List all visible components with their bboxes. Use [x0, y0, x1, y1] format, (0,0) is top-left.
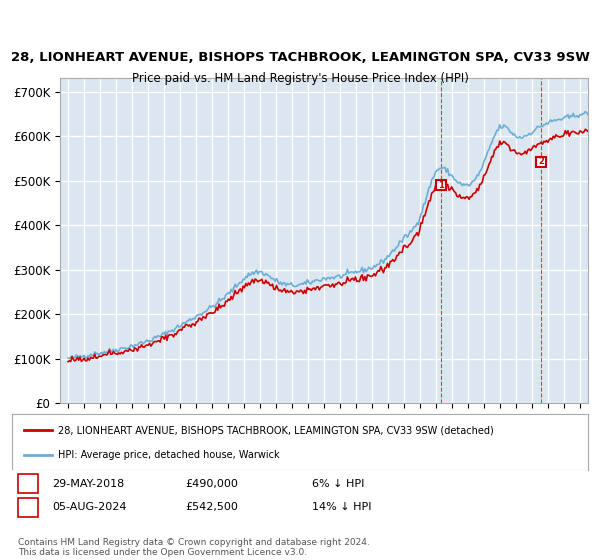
- Text: 05-AUG-2024: 05-AUG-2024: [52, 502, 127, 512]
- Text: 28, LIONHEART AVENUE, BISHOPS TACHBROOK, LEAMINGTON SPA, CV33 9SW: 28, LIONHEART AVENUE, BISHOPS TACHBROOK,…: [11, 52, 589, 64]
- Text: 2: 2: [24, 502, 32, 512]
- Text: 1: 1: [439, 181, 444, 190]
- FancyBboxPatch shape: [18, 498, 38, 517]
- Text: £490,000: £490,000: [185, 478, 238, 488]
- Text: 6% ↓ HPI: 6% ↓ HPI: [311, 478, 364, 488]
- Text: HPI: Average price, detached house, Warwick: HPI: Average price, detached house, Warw…: [58, 450, 280, 460]
- FancyBboxPatch shape: [18, 474, 38, 493]
- Text: 1: 1: [24, 478, 32, 488]
- Text: Contains HM Land Registry data © Crown copyright and database right 2024.
This d: Contains HM Land Registry data © Crown c…: [18, 538, 370, 557]
- Text: 29-MAY-2018: 29-MAY-2018: [52, 478, 125, 488]
- Text: £542,500: £542,500: [185, 502, 238, 512]
- Text: 2: 2: [538, 157, 544, 166]
- Text: 14% ↓ HPI: 14% ↓ HPI: [311, 502, 371, 512]
- Text: 28, LIONHEART AVENUE, BISHOPS TACHBROOK, LEAMINGTON SPA, CV33 9SW (detached): 28, LIONHEART AVENUE, BISHOPS TACHBROOK,…: [58, 425, 494, 435]
- Text: Price paid vs. HM Land Registry's House Price Index (HPI): Price paid vs. HM Land Registry's House …: [131, 72, 469, 85]
